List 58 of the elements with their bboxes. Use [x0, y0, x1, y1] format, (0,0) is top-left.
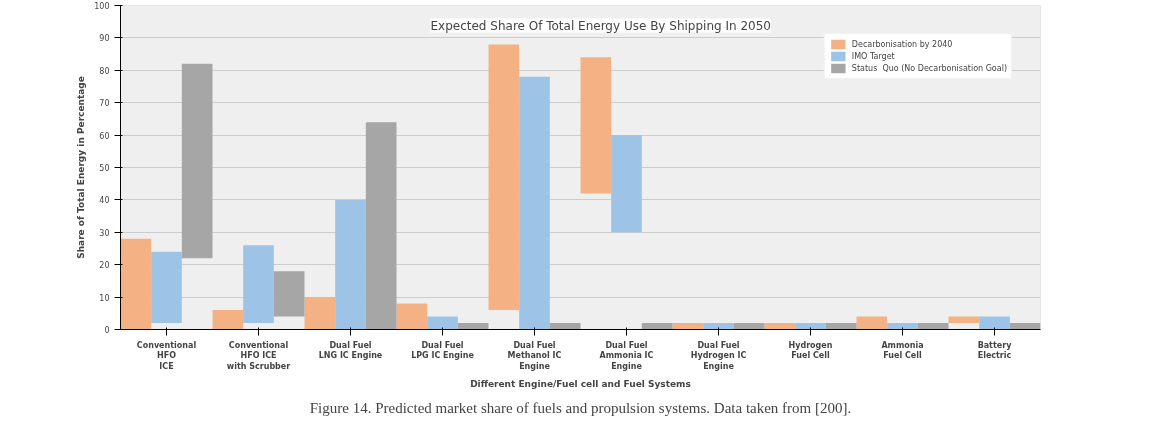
x-tick-label: Conventional HFO ICE with Scrubber	[226, 340, 291, 372]
legend-label: IMO Target	[851, 51, 895, 61]
bar	[519, 76, 550, 330]
text: Expected Share Of Total Energy Use By Shipping In 2050	[430, 18, 771, 33]
y-tick-label: 60	[99, 131, 110, 141]
bar	[979, 316, 1010, 330]
bar	[365, 122, 397, 330]
legend-label: Decarbonisation by 2040	[851, 39, 953, 49]
y-tick-label: 50	[99, 164, 110, 173]
bar	[457, 323, 489, 330]
bar	[120, 238, 152, 330]
bar	[1009, 323, 1041, 330]
bar	[488, 44, 520, 311]
x-tick-label: Battery Electric	[977, 340, 1013, 361]
bar	[887, 323, 918, 330]
bar	[273, 271, 305, 317]
bar	[795, 323, 826, 330]
y-tick-label: 100	[94, 2, 110, 11]
y-tick-label: 30	[99, 228, 110, 238]
legend-label: Status Quo (No Decarbonisation Goal)	[851, 63, 1007, 73]
bar	[917, 323, 949, 330]
bar	[611, 135, 642, 233]
y-tick-label: 10	[99, 293, 110, 303]
bar	[181, 63, 213, 259]
bar	[856, 316, 888, 330]
bar	[212, 310, 244, 330]
x-tick-label: Ammonia Fuel Cell	[881, 340, 924, 361]
caption: Figure 14. Predicted market share of fuels and propulsion systems. Data taken from [200].	[309, 399, 852, 416]
x-tick-label: Dual Fuel Methanol IC Engine	[507, 340, 562, 372]
bar	[703, 323, 734, 330]
bar	[396, 303, 428, 330]
bar	[672, 323, 704, 330]
bar	[335, 199, 366, 330]
x-tick-label: Dual Fuel Ammonia IC Engine	[599, 340, 654, 372]
x-axis-title: Different Engine/Fuel cell and Fuel Systems	[470, 379, 691, 390]
bar	[764, 323, 796, 330]
y-tick-label: 90	[99, 34, 110, 44]
bar	[304, 297, 336, 330]
y-tick-label: 20	[99, 261, 110, 271]
y-tick-label: 80	[99, 66, 110, 76]
bar	[427, 316, 458, 330]
bar	[151, 251, 182, 324]
bar	[733, 323, 765, 330]
bar	[580, 57, 612, 194]
y-tick-label: 70	[99, 99, 110, 109]
x-tick-label: Dual Fuel LNG IC Engine	[318, 340, 383, 361]
bar	[825, 323, 857, 330]
y-axis-title: Share of Total Energy in Percentage	[76, 76, 87, 259]
y-tick-label: 40	[99, 196, 110, 206]
bar	[549, 323, 581, 330]
x-tick-label: Conventional HFO ICE	[136, 340, 197, 372]
bar	[243, 245, 274, 324]
x-tick-label: Hydrogen Fuel Cell	[788, 340, 833, 361]
x-tick-label: Dual Fuel LPG IC Engine	[411, 340, 475, 361]
bar	[948, 316, 980, 324]
bar	[641, 323, 673, 330]
x-tick-label: Dual Fuel Hydrogen IC Engine	[690, 340, 747, 372]
y-tick-label: 0	[104, 326, 110, 335]
